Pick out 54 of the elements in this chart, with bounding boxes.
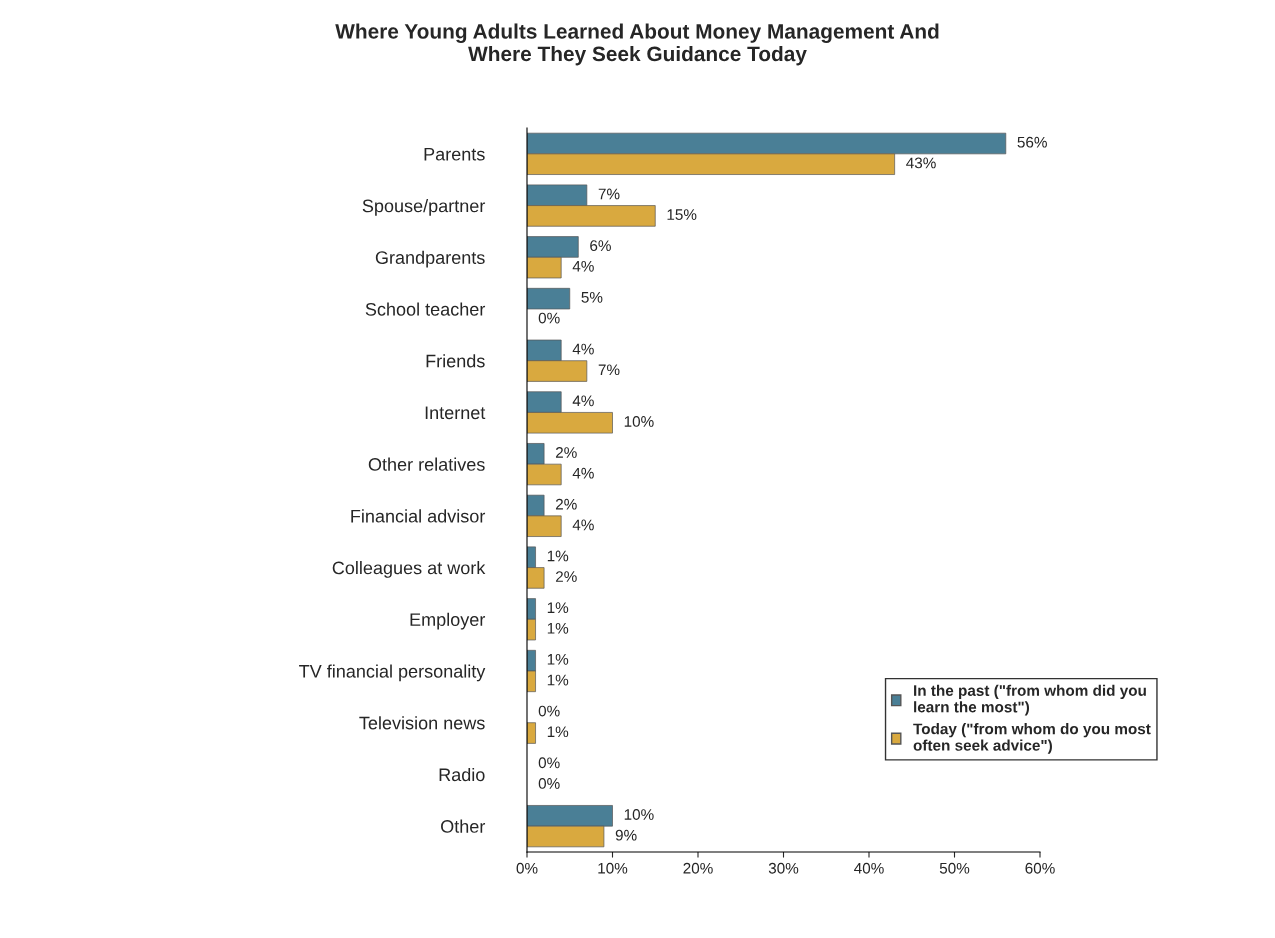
x-tick-label: 20% (683, 862, 713, 874)
data-label: 6% (590, 240, 611, 252)
data-label: 1% (547, 726, 569, 738)
y-tick-label: Television news (359, 716, 485, 730)
data-label: 4% (572, 395, 594, 407)
data-label: 4% (572, 260, 594, 272)
data-label: 1% (547, 654, 569, 665)
x-tick-label: 0% (516, 862, 538, 874)
data-label: 9% (615, 829, 637, 841)
data-label: 1% (547, 622, 569, 634)
y-tick-label: Parents (424, 147, 485, 161)
data-label: 56% (1017, 136, 1047, 148)
data-label: 7% (598, 364, 620, 376)
data-label: 0% (538, 705, 560, 717)
y-tick-label: Colleagues at work (332, 561, 486, 578)
y-tick-label: Other (441, 819, 486, 833)
legend-label: Today ("from whom do you most often seek advice") (913, 723, 1151, 754)
data-label: 5% (581, 292, 603, 303)
y-tick-label: Grandparents (375, 250, 485, 268)
x-tick-label: 10% (598, 862, 628, 874)
data-label: 4% (572, 343, 594, 355)
y-tick-label: Radio (439, 767, 485, 782)
y-tick-label: Employer (410, 612, 486, 630)
y-tick-label: Friends (426, 354, 485, 368)
data-label: 0% (538, 312, 560, 324)
data-label: 2% (555, 447, 577, 458)
data-label: 10% (624, 416, 654, 427)
x-tick-label: 40% (854, 862, 884, 874)
y-tick-label: Internet (425, 406, 486, 420)
data-label: 10% (624, 809, 654, 820)
data-label: 4% (572, 519, 594, 531)
data-label: 2% (555, 571, 577, 582)
x-tick-label: 60% (1025, 862, 1055, 874)
y-tick-label: Spouse/partner (362, 199, 486, 216)
bar (527, 722, 536, 744)
data-label: 1% (547, 674, 569, 686)
chart-title: Where Young Adults Learned About Money Management And Where They Seek Guidance Today (335, 23, 939, 66)
x-tick-label: 50% (939, 862, 970, 874)
data-label: 43% (906, 157, 936, 169)
data-label: 0% (538, 757, 560, 769)
data-label: 1% (547, 550, 569, 562)
y-tick-label: TV financial personality (299, 664, 486, 682)
x-tick-label: 30% (768, 862, 799, 874)
data-label: 2% (555, 498, 577, 510)
data-label: 15% (667, 209, 697, 221)
bar (527, 287, 571, 310)
data-label: 0% (538, 778, 560, 789)
data-label: 7% (598, 188, 620, 200)
y-tick-label: Financial advisor (351, 509, 486, 523)
legend-label: In the past ("from whom did you learn the most") (914, 684, 1146, 716)
data-label: 4% (572, 467, 594, 479)
y-tick-label: School teacher (365, 302, 486, 316)
y-tick-label: Other relatives (368, 457, 485, 471)
data-label: 1% (547, 602, 569, 613)
